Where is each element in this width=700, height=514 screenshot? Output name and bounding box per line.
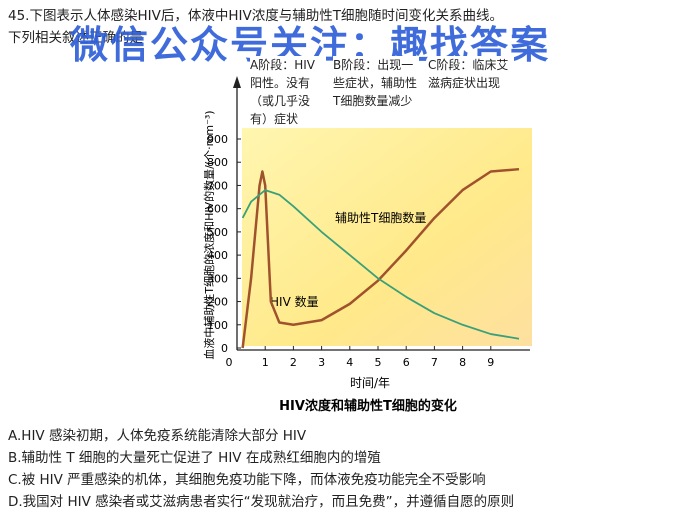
y-tick-label: 900: [207, 133, 228, 146]
question-stem: 下列相关叙述正确的是: [8, 30, 143, 46]
x-axis-label: 时间/年: [350, 376, 390, 390]
x-tick-label: 4: [346, 356, 353, 369]
phase-note: A阶段：HIV阳性。没有（或几乎没有）症状: [250, 56, 326, 128]
option: C.被 HIV 严重感染的机体，其细胞免疫功能下降，而体液免疫功能完全不受影响: [8, 472, 486, 488]
x-tick-label: 9: [487, 356, 494, 369]
y-tick-label: 100: [207, 319, 228, 332]
chart-title: HIV浓度和辅助性T细胞的变化: [279, 398, 457, 414]
curve-label: HIV 数量: [270, 294, 319, 309]
y-tick-label: 800: [207, 156, 228, 169]
x-tick-label: 8: [459, 356, 466, 369]
x-tick-label: 3: [318, 356, 325, 369]
data-line: [241, 189, 520, 340]
y-tick-label: 600: [207, 203, 228, 216]
y-tick-label: 700: [207, 179, 228, 192]
phase-note: B阶段：出现一些症状，辅助性T细胞数量减少: [333, 56, 419, 110]
x-tick-label: 0: [226, 356, 233, 369]
option: D.我国对 HIV 感染者或艾滋病患者实行“发现就治疗，而且免费”，并遵循自愿的…: [8, 494, 515, 510]
question-stem: 45.下图表示人体感染HIV后，体液中HIV浓度与辅助性T细胞随时间变化关系曲线…: [8, 8, 503, 24]
x-tick-label: 7: [431, 356, 438, 369]
x-tick-label: 2: [290, 356, 297, 369]
curve-label: 辅助性T细胞数量: [335, 210, 426, 225]
y-tick-label: 0: [221, 342, 228, 355]
phase-note: C阶段：临床艾滋病症状出现: [428, 56, 514, 92]
y-tick-label: 300: [207, 272, 228, 285]
y-axis-label: 血液中辅助性T细胞的浓度和HIV的数量/(个·mm⁻³): [202, 110, 216, 359]
x-tick-label: 6: [403, 356, 410, 369]
plot-background: [242, 128, 532, 346]
y-tick-label: 400: [207, 249, 228, 262]
y-axis-arrow: [233, 76, 241, 88]
y-tick-label: 200: [207, 296, 228, 309]
y-tick-label: 500: [207, 226, 228, 239]
option: A.HIV 感染初期，人体免疫系统能清除大部分 HIV: [8, 428, 307, 444]
x-tick-label: 5: [375, 356, 382, 369]
option: B.辅助性 T 细胞的大量死亡促进了 HIV 在成熟红细胞内的增殖: [8, 450, 381, 466]
data-line: [241, 167, 520, 349]
x-tick-label: 1: [262, 356, 269, 369]
